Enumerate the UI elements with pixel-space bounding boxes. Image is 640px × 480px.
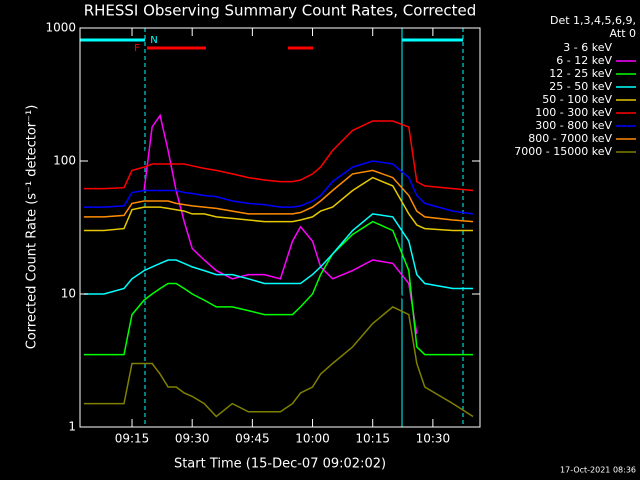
series-line (83, 220, 473, 356)
y-tick-label: 10 (61, 287, 76, 301)
y-tick-label: 1 (68, 420, 76, 434)
x-tick-label: 10:30 (416, 432, 451, 446)
x-tick-label: 10:00 (295, 432, 330, 446)
series-line (143, 113, 418, 335)
series-line (143, 99, 426, 388)
chart-title: RHESSI Observing Summary Count Rates, Co… (84, 2, 477, 20)
legend-label: 25 - 50 keV (549, 80, 612, 93)
series-line (83, 120, 474, 192)
x-tick-label: 10:15 (355, 432, 390, 446)
legend-label: 3 - 6 keV (563, 41, 612, 54)
axis-frame (79, 27, 481, 428)
y-tick-label: 100 (53, 154, 76, 168)
y-tick-label: 1000 (45, 21, 76, 35)
series-line (83, 169, 474, 223)
legend-label: 300 - 800 keV (535, 119, 612, 132)
legend-label: 12 - 25 keV (549, 67, 612, 80)
legend-label: 6 - 12 keV (556, 54, 612, 67)
legend-label: 100 - 300 keV (535, 106, 612, 119)
annotation: N (150, 35, 157, 46)
legend-label: 800 - 7000 keV (528, 132, 612, 145)
legend-label: 7000 - 15000 keV (514, 145, 612, 158)
footer: 17-Oct-2021 08:36 (560, 466, 636, 475)
series-line (83, 160, 474, 215)
x-tick-label: 09:15 (115, 432, 150, 446)
legend-title: Det 1,3,4,5,6,9, (550, 14, 636, 27)
y-axis-label: Corrected Count Rate (s⁻¹ detector⁻¹) (25, 105, 40, 350)
legend-label: 50 - 100 keV (542, 93, 612, 106)
legend-title: Att 0 (610, 27, 636, 40)
series-line (83, 176, 473, 232)
series-line (83, 213, 473, 295)
x-axis-label: Start Time (15-Dec-07 09:02:02) (174, 457, 386, 472)
series-line (83, 306, 474, 418)
plot-area (83, 99, 474, 418)
x-tick-label: 09:45 (235, 432, 270, 446)
x-tick-label: 09:30 (175, 432, 210, 446)
annotation: F (134, 43, 140, 54)
